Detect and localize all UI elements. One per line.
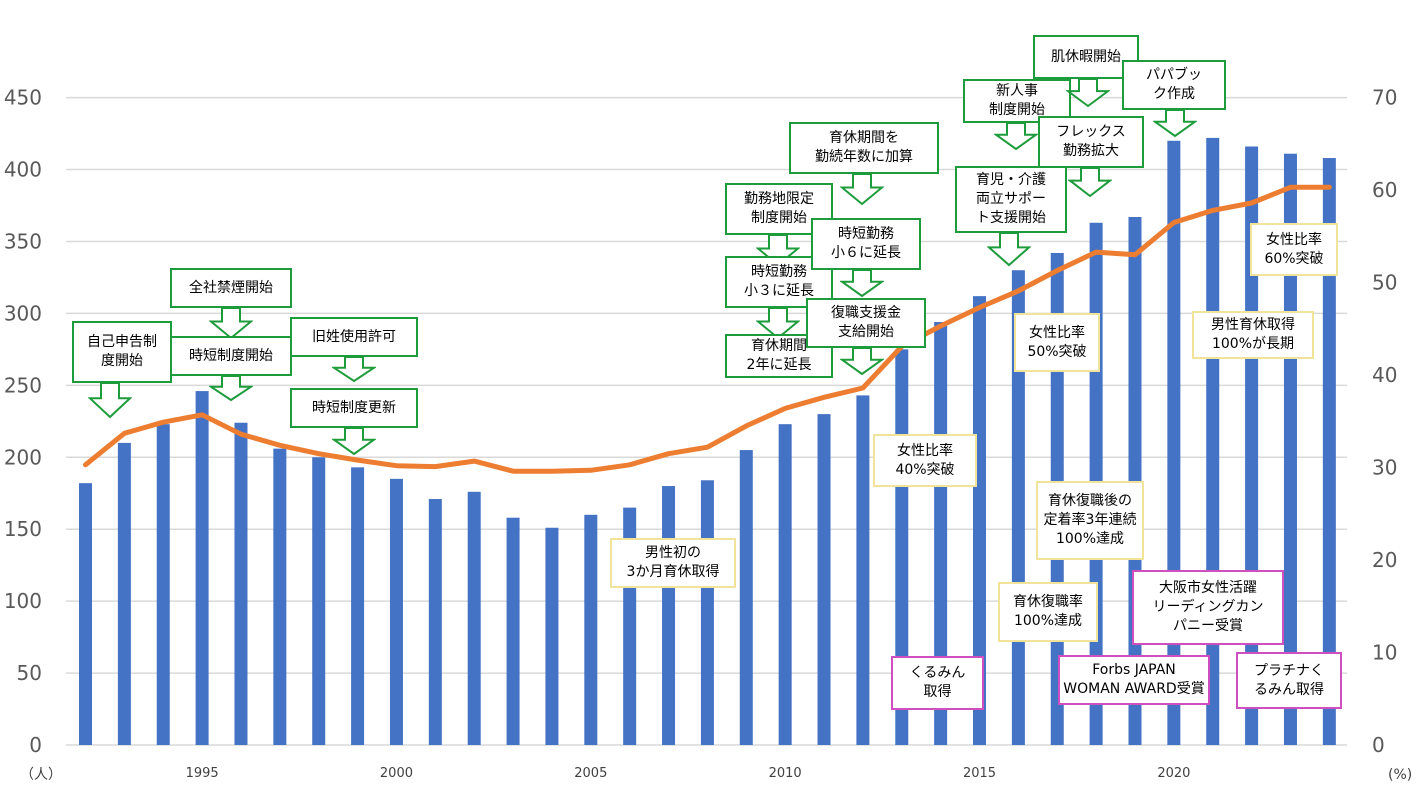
- x-tick-label: 1995: [186, 766, 219, 781]
- right-axis-unit: (%): [1388, 767, 1412, 783]
- bar-2024: [1322, 158, 1336, 746]
- annotation-box: 育休復職後の 定着率3年連続 100%達成: [1036, 481, 1144, 560]
- right-tick-label: 10: [1372, 641, 1397, 665]
- bar-1999: [351, 467, 365, 745]
- annotation-box: 育児・介護 両立サポー ト支援開始: [955, 166, 1067, 233]
- callout-arrow-icon: [1066, 78, 1110, 108]
- annotation-box: プラチナく るみん取得: [1236, 652, 1342, 709]
- left-tick-label: 100: [4, 589, 42, 613]
- bar-2002: [467, 491, 481, 745]
- x-tick-label: 2015: [963, 766, 996, 781]
- annotation-box: 新人事 制度開始: [963, 79, 1071, 123]
- bar-1997: [273, 448, 287, 745]
- callout-arrow-icon: [840, 173, 884, 206]
- annotation-box: 復職支援金 支給開始: [806, 298, 926, 348]
- bar-2008: [700, 480, 714, 745]
- callout-arrow-icon: [88, 382, 132, 419]
- left-tick-label: 200: [4, 445, 42, 469]
- bar-2001: [428, 498, 442, 745]
- bar-2005: [584, 514, 598, 745]
- bar-1995: [195, 391, 209, 745]
- annotation-box: 女性比率 60%突破: [1250, 223, 1338, 276]
- bar-2011: [817, 414, 831, 745]
- callout-arrow-icon: [209, 307, 253, 340]
- annotation-box: 時短勤務 小６に延長: [811, 218, 921, 270]
- callout-arrow-icon: [840, 347, 884, 376]
- bar-1993: [117, 442, 131, 745]
- annotation-box: パパブッ ク作成: [1122, 60, 1226, 110]
- bar-2023: [1283, 153, 1297, 745]
- left-tick-label: 400: [4, 158, 42, 182]
- female-ratio-line: [83, 184, 1332, 474]
- callout-arrow-icon: [994, 122, 1038, 151]
- annotation-box: 男性初の 3か月育休取得: [610, 538, 736, 588]
- left-axis-unit: （人）: [20, 767, 62, 783]
- right-axis-ticks: 0 10 20 30 40 50 60 70: [1372, 86, 1397, 757]
- bar-1994: [156, 424, 170, 745]
- x-axis-ticks: 1995 2000 2005 2010 2015 2020: [186, 766, 1191, 781]
- bar-1992: [79, 483, 92, 745]
- annotation-box: くるみん 取得: [891, 656, 984, 710]
- annotation-box: 育休期間を 勤続年数に加算: [789, 122, 939, 174]
- right-tick-label: 70: [1372, 86, 1397, 110]
- x-tick-label: 2010: [769, 766, 802, 781]
- annotation-box: 大阪市女性活躍 リーディングカン パニー受賞: [1132, 570, 1284, 645]
- callout-arrow-icon: [840, 269, 884, 298]
- callout-arrow-icon: [332, 427, 376, 456]
- annotation-box: 女性比率 40%突破: [873, 434, 977, 487]
- right-tick-label: 60: [1372, 178, 1397, 202]
- right-tick-label: 0: [1372, 733, 1385, 757]
- right-tick-label: 40: [1372, 363, 1397, 387]
- bar-1998: [312, 457, 326, 745]
- left-axis-ticks: 0 50 100 150 200 250 300 350 400 450: [4, 86, 42, 757]
- bar-2000: [389, 478, 403, 745]
- left-tick-label: 450: [4, 86, 42, 110]
- left-tick-label: 0: [29, 733, 42, 757]
- callout-arrow-icon: [987, 232, 1031, 267]
- annotation-box: フレックス 勤務拡大: [1038, 116, 1144, 168]
- annotation-box: 旧姓使用許可: [290, 317, 418, 357]
- left-tick-label: 250: [4, 373, 42, 397]
- bar-2021: [1206, 137, 1220, 745]
- x-tick-label: 2005: [574, 766, 607, 781]
- bar-2009: [739, 450, 753, 745]
- bar-2015: [973, 296, 987, 745]
- left-tick-label: 350: [4, 229, 42, 253]
- right-tick-label: 20: [1372, 548, 1397, 572]
- bar-2014: [934, 322, 948, 745]
- bar-2007: [662, 486, 676, 745]
- right-tick-label: 50: [1372, 271, 1397, 295]
- left-tick-label: 150: [4, 517, 42, 541]
- left-tick-label: 50: [17, 661, 42, 685]
- bar-2003: [506, 517, 520, 745]
- annotation-box: 時短制度更新: [290, 388, 418, 428]
- x-tick-label: 2020: [1157, 766, 1190, 781]
- bar-2004: [545, 527, 559, 745]
- annotation-box: Forbs JAPAN WOMAN AWARD受賞: [1058, 655, 1210, 705]
- callout-arrow-icon: [1153, 109, 1197, 138]
- annotation-box: 男性育休取得 100%が長期: [1192, 311, 1314, 359]
- callout-arrow-icon: [1068, 167, 1112, 198]
- bar-series: [79, 137, 1336, 746]
- annotation-box: 肌休暇開始: [1033, 35, 1139, 79]
- annotation-box: 時短制度開始: [170, 336, 292, 376]
- right-tick-label: 30: [1372, 456, 1397, 480]
- bar-2010: [778, 424, 792, 745]
- callout-arrow-icon: [756, 307, 800, 340]
- annotation-box: 全社禁煙開始: [170, 268, 292, 308]
- annotation-box: 自己申告制 度開始: [72, 321, 172, 383]
- annotation-box: 女性比率 50%突破: [1014, 313, 1100, 372]
- x-tick-label: 2000: [380, 766, 413, 781]
- bar-1996: [234, 422, 248, 745]
- callout-arrow-icon: [209, 375, 253, 402]
- annotation-box: 育休復職率 100%達成: [998, 582, 1098, 642]
- bar-2012: [856, 395, 870, 745]
- annotation-box: 時短勤務 小３に延長: [725, 256, 833, 308]
- callout-arrow-icon: [332, 356, 376, 383]
- left-tick-label: 300: [4, 301, 42, 325]
